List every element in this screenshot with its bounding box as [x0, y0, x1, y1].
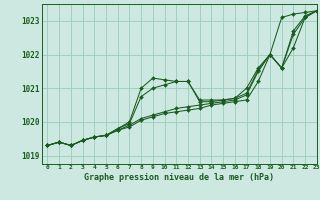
X-axis label: Graphe pression niveau de la mer (hPa): Graphe pression niveau de la mer (hPa) — [84, 173, 274, 182]
